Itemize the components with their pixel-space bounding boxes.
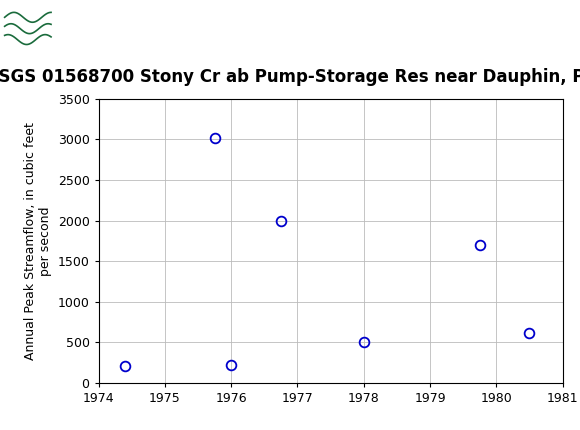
Bar <box>3 4 55 46</box>
Y-axis label: Annual Peak Streamflow, in cubic feet
per second: Annual Peak Streamflow, in cubic feet pe… <box>24 122 52 360</box>
Text: USGS: USGS <box>61 15 125 35</box>
Text: USGS 01568700 Stony Cr ab Pump-Storage Res near Dauphin, PA: USGS 01568700 Stony Cr ab Pump-Storage R… <box>0 68 580 86</box>
